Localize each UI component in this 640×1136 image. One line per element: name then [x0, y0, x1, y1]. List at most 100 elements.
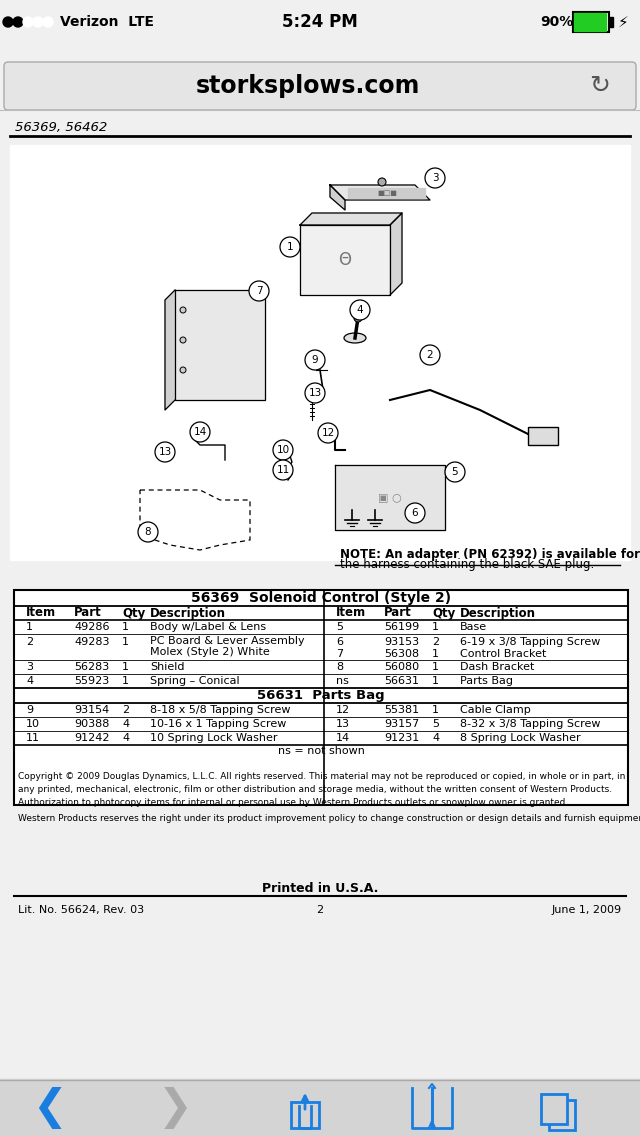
Circle shape	[3, 17, 13, 27]
Text: 5: 5	[432, 719, 439, 729]
Text: 5: 5	[336, 623, 343, 632]
Bar	[14, 590, 628, 805]
Text: 2: 2	[427, 350, 433, 360]
Text: 9: 9	[26, 705, 33, 715]
Text: 49286: 49286	[74, 623, 109, 632]
Text: 1: 1	[122, 623, 129, 632]
Circle shape	[318, 423, 338, 443]
Text: 1: 1	[432, 623, 439, 632]
Text: 8-32 x 3/8 Tapping Screw: 8-32 x 3/8 Tapping Screw	[460, 719, 600, 729]
Polygon shape	[390, 214, 402, 295]
Text: 13: 13	[158, 446, 172, 457]
Text: 56199: 56199	[384, 623, 419, 632]
Text: Part: Part	[384, 607, 412, 619]
Text: 1: 1	[122, 676, 129, 686]
Polygon shape	[330, 185, 430, 200]
Text: 7: 7	[336, 649, 343, 659]
Text: 12: 12	[321, 428, 335, 438]
Circle shape	[190, 421, 210, 442]
Text: ns: ns	[336, 676, 349, 686]
Text: 1: 1	[432, 662, 439, 673]
Text: Verizon  LTE: Verizon LTE	[60, 15, 154, 30]
Text: 1: 1	[122, 637, 129, 648]
Polygon shape	[175, 290, 265, 400]
Text: 8: 8	[145, 527, 151, 537]
Text: 12: 12	[336, 705, 350, 715]
Text: 90388: 90388	[74, 719, 109, 729]
Text: Western Products reserves the right under its product improvement policy to chan: Western Products reserves the right unde…	[18, 815, 640, 822]
Text: 13: 13	[336, 719, 350, 729]
Bar	[0, 1079, 640, 1136]
Text: 56631: 56631	[384, 676, 419, 686]
Text: 93154: 93154	[74, 705, 109, 715]
Text: Θ: Θ	[339, 251, 351, 269]
Circle shape	[405, 503, 425, 523]
Text: 56308: 56308	[384, 649, 419, 659]
Polygon shape	[300, 214, 402, 225]
Text: 91242: 91242	[74, 733, 109, 743]
Text: ⚡: ⚡	[618, 15, 628, 30]
Text: Dash Bracket: Dash Bracket	[460, 662, 534, 673]
Polygon shape	[335, 465, 445, 531]
Text: 56080: 56080	[384, 662, 419, 673]
Text: storksplows.com: storksplows.com	[196, 74, 420, 98]
Text: 11: 11	[26, 733, 40, 743]
Circle shape	[425, 168, 445, 187]
Text: Printed in U.S.A.: Printed in U.S.A.	[262, 883, 378, 895]
Circle shape	[138, 523, 158, 542]
Text: Description: Description	[150, 607, 226, 619]
Text: 6: 6	[412, 508, 419, 518]
Circle shape	[354, 314, 362, 321]
Circle shape	[305, 350, 325, 370]
Polygon shape	[300, 225, 390, 295]
Text: 10: 10	[26, 719, 40, 729]
Text: 2: 2	[122, 705, 129, 715]
Text: ↻: ↻	[589, 74, 611, 98]
Text: 2: 2	[432, 637, 439, 648]
Text: Parts Bag: Parts Bag	[460, 676, 513, 686]
Polygon shape	[165, 290, 175, 410]
Text: 55381: 55381	[384, 705, 419, 715]
Text: Description: Description	[460, 607, 536, 619]
Text: 8-18 x 5/8 Tapping Screw: 8-18 x 5/8 Tapping Screw	[150, 705, 291, 715]
Text: 4: 4	[122, 719, 129, 729]
Text: Lit. No. 56624, Rev. 03: Lit. No. 56624, Rev. 03	[18, 905, 144, 914]
Polygon shape	[348, 187, 425, 198]
Text: PC Board & Lever Assembly: PC Board & Lever Assembly	[150, 636, 305, 646]
Bar	[573, 12, 609, 32]
Circle shape	[420, 345, 440, 365]
Text: 7: 7	[256, 286, 262, 296]
Text: 8 Spring Lock Washer: 8 Spring Lock Washer	[460, 733, 580, 743]
Circle shape	[445, 462, 465, 482]
Text: 6-19 x 3/8 Tapping Screw: 6-19 x 3/8 Tapping Screw	[460, 637, 600, 648]
Text: 1: 1	[432, 705, 439, 715]
Text: 5: 5	[452, 467, 458, 477]
Text: 56369  Solenoid Control (Style 2): 56369 Solenoid Control (Style 2)	[191, 591, 451, 605]
Text: 1: 1	[122, 662, 129, 673]
Text: 14: 14	[193, 427, 207, 437]
Text: 2: 2	[316, 905, 324, 914]
Text: Molex (Style 2) White: Molex (Style 2) White	[150, 648, 269, 657]
Text: 1: 1	[432, 676, 439, 686]
Text: 1: 1	[432, 649, 439, 659]
Text: 6: 6	[336, 637, 343, 648]
Text: Part: Part	[74, 607, 102, 619]
Text: 56369, 56462: 56369, 56462	[15, 120, 108, 134]
Text: 10: 10	[276, 445, 289, 456]
Text: 13: 13	[308, 389, 322, 398]
Text: 1: 1	[287, 242, 293, 252]
Bar	[541, 1094, 567, 1124]
Text: Item: Item	[336, 607, 366, 619]
Text: 4: 4	[356, 304, 364, 315]
Text: Base: Base	[460, 623, 487, 632]
Circle shape	[249, 281, 269, 301]
Text: the harness containing the black SAE plug.: the harness containing the black SAE plu…	[340, 558, 595, 571]
Text: ■□■: ■□■	[377, 190, 397, 197]
Circle shape	[305, 383, 325, 403]
Bar	[10, 145, 630, 560]
Ellipse shape	[344, 333, 366, 343]
Text: Cable Clamp: Cable Clamp	[460, 705, 531, 715]
Text: Item: Item	[26, 607, 56, 619]
Text: 49283: 49283	[74, 637, 109, 648]
Bar	[0, 0, 640, 44]
